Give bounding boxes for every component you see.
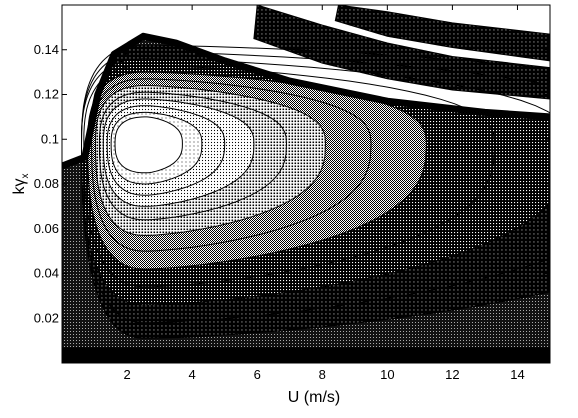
x-tick-label: 4: [189, 367, 196, 382]
y-axis-label-sub: x: [20, 174, 31, 179]
x-axis: 2 4 6 8 10 12 14: [123, 5, 525, 382]
contour-line-level-7: [91, 78, 372, 252]
x-tick-label: 10: [380, 367, 394, 382]
y-tick-label: 0.06: [34, 221, 59, 236]
y-tick-label: 0.12: [34, 87, 59, 102]
upper-band-2: [334, 5, 550, 62]
contour-line-level-9: [83, 64, 496, 288]
contour-lines: [62, 32, 550, 339]
upper-band-1: [253, 5, 550, 100]
contour-line-level-1: [114, 116, 183, 174]
svg-text:kγx: kγx: [11, 174, 31, 195]
y-tick-label: 0.1: [41, 131, 59, 146]
y-tick-label: 0.04: [34, 266, 59, 281]
y-tick-label: 0.02: [34, 310, 59, 325]
contour-line-level-2: [110, 111, 203, 185]
x-tick-label: 6: [254, 367, 261, 382]
y-axis: 0.02 0.04 0.06 0.08 0.1 0.12 0.14: [34, 42, 550, 325]
contour-line-level-4: [102, 98, 255, 207]
contour-line-level-3: [106, 105, 226, 196]
x-tick-label: 12: [445, 367, 459, 382]
plot-area: [61, 4, 551, 364]
x-axis-label: U (m/s): [288, 389, 340, 406]
x-tick-label: 2: [123, 367, 130, 382]
contour-line-level-6: [94, 85, 327, 236]
contour-line-level-12: [80, 44, 550, 339]
y-tick-label: 0.08: [34, 176, 59, 191]
y-axis-label: kγx: [11, 174, 31, 195]
y-tick-label: 0.14: [34, 42, 59, 57]
x-tick-label: 8: [319, 367, 326, 382]
upper-boundary-rim: [62, 32, 550, 170]
y-axis-label-main: kγ: [11, 179, 28, 195]
contour-line-level-5: [98, 91, 288, 221]
bottom-dark-band: [62, 347, 550, 363]
x-tick-label: 14: [510, 367, 524, 382]
contour-fills: [62, 5, 550, 363]
contour-core: [115, 116, 183, 173]
